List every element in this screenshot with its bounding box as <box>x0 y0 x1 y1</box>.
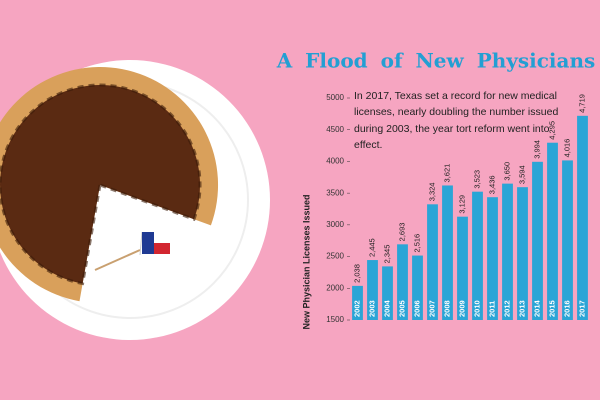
data-label: 3,594 <box>517 165 526 184</box>
x-tick-label: 2002 <box>352 300 361 317</box>
x-tick-label: 2012 <box>502 300 511 317</box>
x-tick-label: 2015 <box>547 300 556 317</box>
bar <box>577 115 588 320</box>
bar <box>547 142 558 320</box>
y-tick-label: 5000 <box>326 93 344 102</box>
flag-pole <box>139 231 143 256</box>
data-label: 2,516 <box>412 234 421 253</box>
x-tick-label: 2004 <box>382 299 391 317</box>
pecans <box>0 83 202 286</box>
y-axis-label: New Physician Licenses Issued <box>301 194 311 329</box>
data-label: 4,719 <box>577 94 586 113</box>
data-label: 2,038 <box>352 264 361 283</box>
crumbs <box>94 249 141 271</box>
bar <box>517 187 528 320</box>
data-label: 2,693 <box>397 223 406 242</box>
data-label: 4,016 <box>562 139 571 158</box>
bar <box>562 160 573 320</box>
data-label: 3,324 <box>427 183 436 202</box>
flag-white <box>154 232 170 243</box>
x-tick-label: 2005 <box>397 300 406 317</box>
x-tick-label: 2008 <box>442 300 451 317</box>
y-tick-label: 2000 <box>326 283 344 292</box>
bar <box>397 244 408 320</box>
y-tick-label: 3000 <box>326 220 344 229</box>
bar <box>472 191 483 320</box>
bar <box>382 266 393 320</box>
x-tick-label: 2011 <box>487 301 496 317</box>
flag-red <box>154 243 170 254</box>
data-label: 3,621 <box>442 164 451 183</box>
x-tick-label: 2016 <box>562 300 571 317</box>
bar <box>412 255 423 320</box>
x-tick-label: 2014 <box>532 299 541 317</box>
y-tick-label: 4500 <box>326 125 344 134</box>
bar <box>352 285 363 320</box>
y-tick-label: 4000 <box>326 157 344 166</box>
bar <box>457 216 468 320</box>
data-label: 3,994 <box>532 140 541 159</box>
y-tick-label: 1500 <box>326 315 344 324</box>
bar <box>442 185 453 320</box>
bar <box>367 260 378 320</box>
pie-filling <box>0 85 201 284</box>
x-tick-label: 2017 <box>577 300 586 317</box>
bar <box>427 204 438 320</box>
x-tick-label: 2010 <box>472 300 481 317</box>
x-tick-label: 2009 <box>457 300 466 317</box>
data-label: 2,345 <box>382 245 391 264</box>
data-label: 4,295 <box>547 121 556 140</box>
x-tick-label: 2003 <box>367 300 376 317</box>
x-tick-label: 2013 <box>517 300 526 317</box>
bar <box>532 161 543 320</box>
flag-blue <box>142 232 154 254</box>
data-label: 3,523 <box>472 170 481 189</box>
data-label: 3,436 <box>487 175 496 194</box>
x-tick-label: 2007 <box>427 300 436 317</box>
data-label: 2,445 <box>367 238 376 257</box>
y-tick-label: 3500 <box>326 188 344 197</box>
data-label: 3,129 <box>457 195 466 214</box>
x-tick-label: 2006 <box>412 300 421 317</box>
bar <box>487 197 498 320</box>
pie-illustration <box>0 60 270 340</box>
bar <box>502 183 513 320</box>
data-label: 3,650 <box>502 162 511 181</box>
y-tick-label: 2500 <box>326 252 344 261</box>
chart-title: A Flood of New Physicians <box>276 49 596 73</box>
annotation: In 2017, Texas set a record for new medi… <box>354 90 559 151</box>
